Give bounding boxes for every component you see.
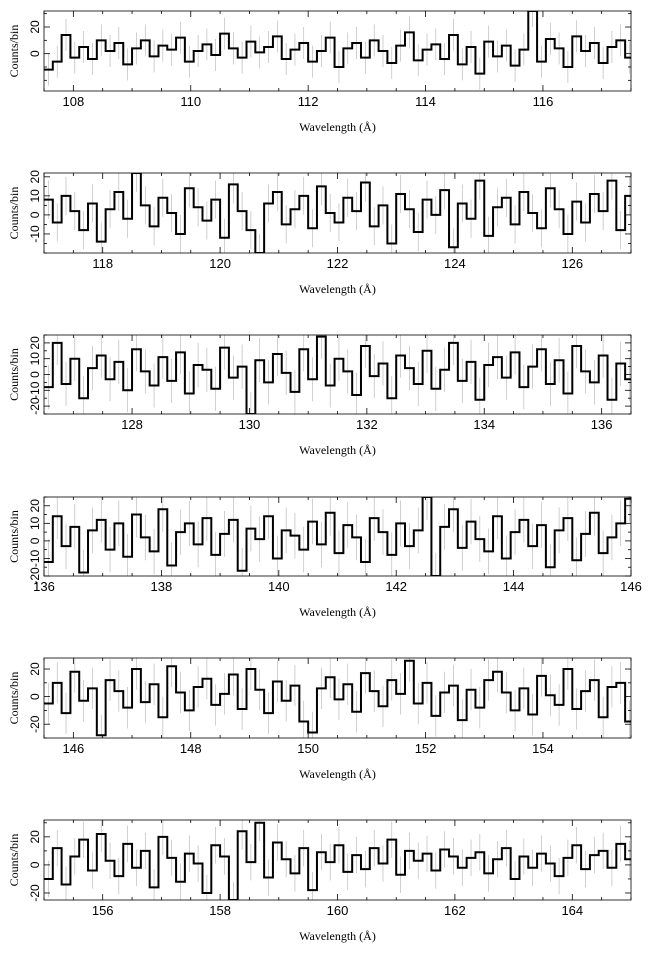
y-tick-label: 0 <box>28 50 42 57</box>
y-tick-label: 0 <box>28 693 42 700</box>
x-tick-label: 160 <box>327 903 349 918</box>
x-tick-label: 148 <box>180 741 202 756</box>
y-tick-label: 20 <box>28 170 42 184</box>
y-tick-label: 20 <box>28 662 42 676</box>
x-tick-label: 118 <box>92 256 113 271</box>
x-axis-label: Wavelength (Å) <box>299 282 376 296</box>
y-tick-label: 20 <box>28 830 42 844</box>
y-tick-label: 10 <box>28 189 42 203</box>
x-tick-label: 154 <box>532 741 554 756</box>
plot-area <box>44 173 631 253</box>
x-tick-label: 116 <box>533 94 554 109</box>
x-tick-label: 162 <box>444 903 466 918</box>
y-tick-label: 10 <box>28 516 42 530</box>
spectrum-panel-6: 156 158 160 162 164 -20 0 20 Wavelength (Å) Count… <box>7 819 632 943</box>
x-tick-label: 120 <box>209 256 231 271</box>
y-tick-label: 0 <box>28 861 42 868</box>
plot-area <box>44 11 631 90</box>
plot-area <box>44 658 631 738</box>
spectrum-step-line <box>44 335 631 414</box>
x-tick-label: 126 <box>561 256 583 271</box>
x-axis-label: Wavelength (Å) <box>299 120 376 134</box>
x-tick-label: 110 <box>180 94 201 109</box>
spectrum-step-line <box>44 821 631 900</box>
plot-area <box>44 820 631 900</box>
x-axis-label: Wavelength (Å) <box>299 605 376 619</box>
y-tick-label: -10 <box>28 549 42 567</box>
x-tick-label: 130 <box>239 417 261 432</box>
x-tick-label: 114 <box>415 94 436 109</box>
x-axis-label: Wavelength (Å) <box>299 929 376 943</box>
spectrum-panel-3: 128 130 132 134 136 -20-10 0 10 20 Wavelength (Å)… <box>7 334 632 457</box>
y-axis-label: Counts/bin <box>7 187 21 240</box>
y-axis-label: Counts/bin <box>7 348 21 401</box>
y-tick-label: -20 <box>28 567 42 585</box>
x-tick-label: 136 <box>591 417 613 432</box>
y-tick-label: -10 <box>28 381 42 399</box>
x-tick-label: 132 <box>356 417 378 432</box>
y-axis-label: Counts/bin <box>7 672 21 725</box>
y-tick-label: -20 <box>28 715 42 733</box>
spectrum-step-line <box>44 173 631 253</box>
y-tick-label: -10 <box>28 225 42 243</box>
x-tick-label: 146 <box>62 741 84 756</box>
y-tick-label: 0 <box>28 537 42 544</box>
x-tick-label: 138 <box>151 579 173 594</box>
x-tick-label: 142 <box>385 579 407 594</box>
x-tick-label: 112 <box>298 94 319 109</box>
spectrum-step-line <box>44 11 631 75</box>
spectrum-step-line <box>44 497 631 576</box>
y-axis-label: Counts/bin <box>7 25 21 78</box>
spectrum-panel-4: 136 138 140 142 144 146 -20-10 0 10 20 Wavelength … <box>7 496 642 619</box>
x-axis-label: Wavelength (Å) <box>299 767 376 781</box>
x-tick-label: 108 <box>62 94 84 109</box>
spectrum-panel-5: 146 148 150 152 154 -20 0 20 Wavelength (Å) Count… <box>7 657 632 781</box>
x-axis-label: Wavelength (Å) <box>299 443 376 457</box>
spectrum-panel-2: 118 120 122 124 126 -10 0 10 20 Wavelength (Å) Cou… <box>7 170 632 296</box>
y-tick-label: 20 <box>28 336 42 350</box>
x-tick-label: 150 <box>297 741 319 756</box>
y-tick-label: 10 <box>28 352 42 366</box>
plot-area <box>44 335 631 414</box>
plot-area <box>44 497 631 576</box>
x-tick-label: 158 <box>209 903 231 918</box>
x-tick-label: 122 <box>327 256 349 271</box>
x-tick-label: 124 <box>444 256 466 271</box>
x-tick-label: 156 <box>92 903 114 918</box>
x-tick-label: 146 <box>620 579 642 594</box>
y-tick-label: 20 <box>28 20 42 34</box>
x-tick-label: 152 <box>415 741 437 756</box>
y-tick-label: 20 <box>28 499 42 513</box>
y-tick-label: -20 <box>28 884 42 902</box>
y-tick-label: -20 <box>28 397 42 415</box>
y-axis-label: Counts/bin <box>7 510 21 563</box>
y-axis-label: Counts/bin <box>7 834 21 887</box>
y-tick-label: 0 <box>28 211 42 218</box>
x-tick-label: 164 <box>561 903 583 918</box>
x-tick-label: 134 <box>473 417 495 432</box>
y-tick-label: 0 <box>28 371 42 378</box>
x-tick-label: 144 <box>503 579 525 594</box>
x-tick-label: 140 <box>268 579 290 594</box>
spectrum-step-line <box>44 659 631 737</box>
x-tick-label: 128 <box>121 417 143 432</box>
spectrum-panel-1: 108 110 112 114 116 0 20 Wavelength (Å) Counts/b… <box>7 10 632 134</box>
x-tick-label: 136 <box>33 579 55 594</box>
